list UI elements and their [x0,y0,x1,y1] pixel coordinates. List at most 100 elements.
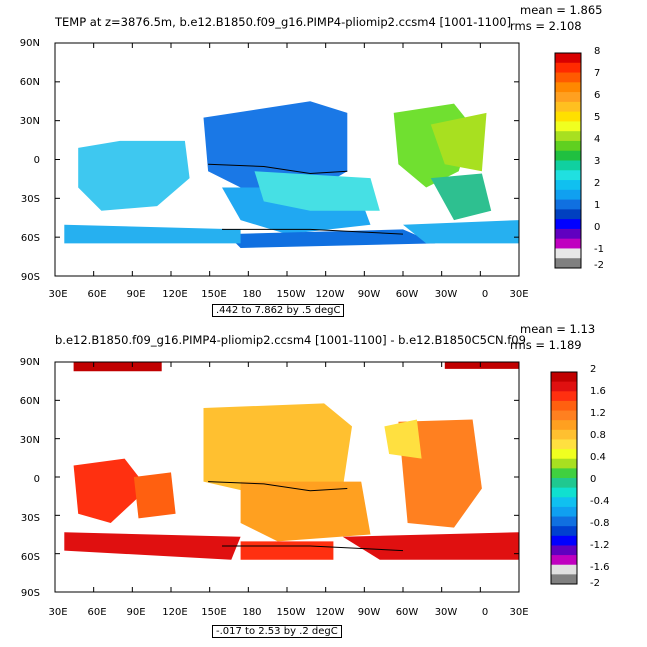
colorbar-swatch [555,101,581,113]
p2-xlabel: 30W [434,607,458,618]
p2-xlabel: 120E [162,607,188,618]
panel2-mean: mean = 1.13 [520,322,596,336]
p2-xlabel: 90E [126,607,146,618]
ocean-field-region [73,458,148,523]
colorbar-swatch [551,449,577,460]
colorbar-swatch [555,131,581,142]
p2-ylabel: 30S [20,513,40,524]
colorbar-swatch [555,199,581,210]
colorbar-swatch [555,258,581,269]
p1-xlabel: 30E [48,289,68,300]
colorbar-swatch [555,189,581,201]
p2-ylabel: 60S [20,552,40,563]
colorbar-swatch [555,72,581,83]
p1-ylabel: 90S [20,272,40,283]
colorbar-swatch [555,92,581,103]
colorbar-swatch [555,111,581,122]
ocean-field-region [384,419,422,459]
p2-xlabel: 180 [242,607,262,618]
p1-colorbar-label: -1 [594,244,604,255]
p1-xlabel: 120E [162,289,188,300]
colorbar-swatch [551,391,577,402]
ocean-field-region [133,472,176,519]
p2-xlabel: 60W [395,607,419,618]
colorbar-swatch [555,228,581,240]
ocean-field-region [64,224,241,244]
ocean-field-region [430,112,487,172]
p1-xlabel: 90E [126,289,146,300]
colorbar-swatch [551,468,577,479]
p1-ylabel: 30N [19,116,40,127]
panel1-contour-range: .442 to 7.862 by .5 degC [212,304,345,317]
p1-colorbar-label: 1 [594,200,601,211]
p2-colorbar-label: 2 [590,364,597,375]
colorbar-frame [550,371,578,585]
ocean-field-region [240,541,334,560]
p2-colorbar-label: 0.4 [590,452,606,463]
p1-xlabel: 180 [242,289,262,300]
colorbar-swatch [551,526,577,537]
colorbar-swatch [551,564,577,575]
p2-xlabel: 30E [509,607,529,618]
ocean-field-region [403,220,519,244]
p2-ylabel: 90N [19,357,40,368]
colorbar-swatch [555,53,581,64]
colorbar-swatch [551,439,577,450]
p1-colorbar-label: 5 [594,112,601,123]
p1-colorbar-label: 7 [594,68,601,79]
ocean-field-region [430,173,492,221]
colorbar-swatch [555,121,581,132]
p1-ylabel: 30S [20,194,40,205]
p2-colorbar-label: -1.6 [590,562,610,573]
ocean-field-region [64,532,241,560]
colorbar-swatch [551,497,577,508]
p1-colorbar-label: 2 [594,178,601,189]
ocean-field-region [226,229,436,248]
p1-xlabel: 150E [201,289,227,300]
p2-xlabel: 150E [201,607,227,618]
p2-colorbar-label: -0.8 [590,518,610,529]
ocean-field-region [240,481,371,542]
colorbar-swatch [555,62,581,74]
p1-colorbar-label: 6 [594,90,601,101]
panel2-title: b.e12.B1850.f09_g16.PIMP4-pliomip2.ccsm4… [55,333,526,347]
contour-line [222,228,404,235]
p1-colorbar-label: 8 [594,46,601,57]
colorbar-swatch [551,410,577,421]
panel1-title: TEMP at z=3876.5m, b.e12.B1850.f09_g16.P… [55,15,512,29]
ocean-field-region [254,171,380,211]
p1-ylabel: 90N [19,38,40,49]
contour-line [208,481,348,492]
contour-line [222,545,404,552]
p2-xlabel: 150W [276,607,306,618]
p2-colorbar-label: -2 [590,578,600,589]
p1-xlabel: 30W [434,289,458,300]
colorbar-swatch [551,420,577,431]
panel2-contour-range: -.017 to 2.53 by .2 degC [212,625,342,638]
panel1-mean: mean = 1.865 [520,3,603,17]
p2-xlabel: 60E [87,607,107,618]
p1-xlabel: 120W [315,289,345,300]
colorbar-swatch [551,574,577,585]
p2-ylabel: 90S [20,588,40,599]
panel2-rms: rms = 1.189 [510,338,582,352]
contour-line [208,163,348,175]
p1-colorbar-label: 4 [594,134,601,145]
colorbar-swatch [555,238,581,249]
p2-colorbar-label: 1.6 [590,386,606,397]
colorbar-swatch [555,219,581,230]
colorbar-swatch [551,516,577,527]
colorbar-swatch [555,180,581,191]
colorbar-swatch [551,372,577,383]
p1-xlabel: 60E [87,289,107,300]
colorbar-swatch [555,82,581,93]
ocean-field-region [73,362,162,372]
ocean-field-region [78,140,190,211]
p1-xlabel: 30E [509,289,529,300]
p1-ylabel: 60S [20,233,40,244]
colorbar-swatch [551,381,577,392]
colorbar-swatch [551,458,577,469]
p2-colorbar-label: 0 [590,474,597,485]
colorbar-swatch [551,545,577,556]
